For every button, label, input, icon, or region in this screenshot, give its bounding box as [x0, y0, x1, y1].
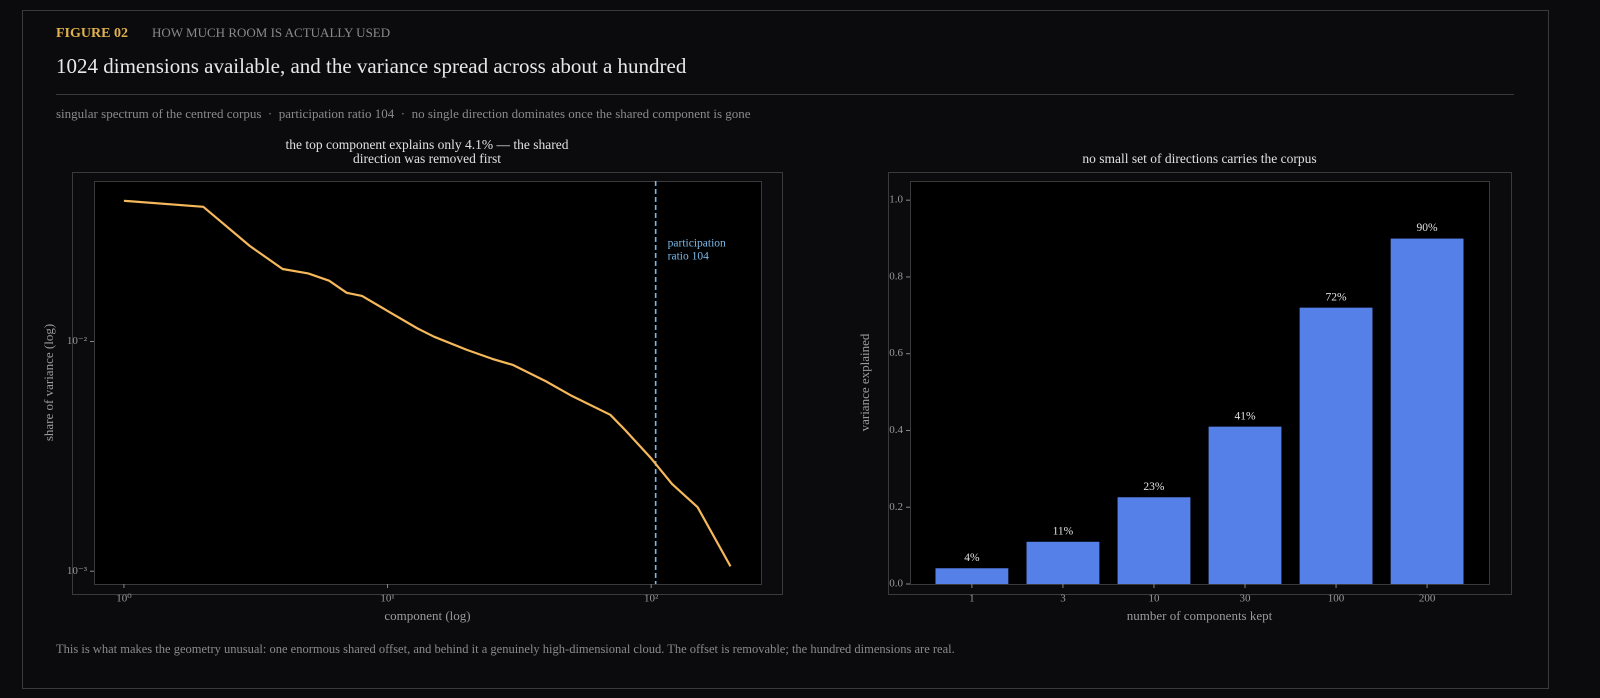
- y-axis-label: variance explained: [857, 333, 872, 431]
- y-axis-label: share of variance (log): [41, 324, 56, 441]
- bar: [1390, 238, 1464, 585]
- value-label: 41%: [1234, 410, 1256, 422]
- x-axis-label: component (log): [384, 608, 470, 623]
- plot-area: [94, 181, 762, 585]
- y-tick-label: 10⁻³: [67, 565, 88, 577]
- x-tick-label: 1: [969, 593, 975, 605]
- footer: This is what makes the geometry unusual:…: [56, 642, 955, 656]
- x-tick-label: 3: [1060, 593, 1066, 605]
- y-tick-label: 0.4: [889, 424, 903, 436]
- y-tick-label: 0.8: [889, 270, 903, 282]
- y-tick-label: 0.6: [889, 347, 903, 359]
- value-label: 72%: [1326, 291, 1348, 303]
- x-tick-label: 100: [1328, 593, 1345, 605]
- figure-number: FIGURE 02: [56, 26, 128, 41]
- bar: [1026, 541, 1100, 584]
- value-label: 23%: [1143, 481, 1165, 493]
- x-tick-label: 10: [1148, 593, 1160, 605]
- value-label: 4%: [964, 552, 980, 564]
- chart-title: the top component explains only 4.1% — t…: [285, 137, 568, 152]
- spectrum-line: [123, 199, 732, 567]
- bar: [935, 568, 1009, 584]
- annotation: participation: [668, 238, 726, 250]
- chart-title: direction was removed first: [353, 151, 501, 166]
- x-tick-label: 10⁰: [116, 593, 132, 605]
- y-tick-label: 0.2: [889, 501, 903, 513]
- y-tick-label: 1.0: [889, 194, 903, 206]
- axes-frame: [888, 172, 1512, 595]
- x-tick-label: 10¹: [380, 593, 394, 605]
- subtitle: singular spectrum of the centred corpus …: [56, 106, 751, 121]
- x-tick-label: 30: [1240, 593, 1252, 605]
- bar: [1117, 497, 1191, 584]
- y-tick-label: 10⁻²: [67, 335, 88, 347]
- chart-title: no small set of directions carries the c…: [1082, 151, 1316, 166]
- y-tick-label: 0.0: [889, 578, 903, 590]
- value-label: 11%: [1053, 525, 1074, 537]
- x-tick-label: 10²: [644, 593, 659, 605]
- x-axis-label: number of components kept: [1127, 608, 1273, 623]
- x-tick-label: 200: [1419, 593, 1436, 605]
- bar: [1299, 307, 1373, 584]
- annotation: ratio 104: [668, 251, 709, 263]
- bar: [1208, 426, 1282, 584]
- kicker: HOW MUCH ROOM IS ACTUALLY USED: [152, 25, 390, 40]
- value-label: 90%: [1417, 222, 1439, 234]
- title: 1024 dimensions available, and the varia…: [56, 54, 687, 78]
- axes-frame: [72, 172, 783, 595]
